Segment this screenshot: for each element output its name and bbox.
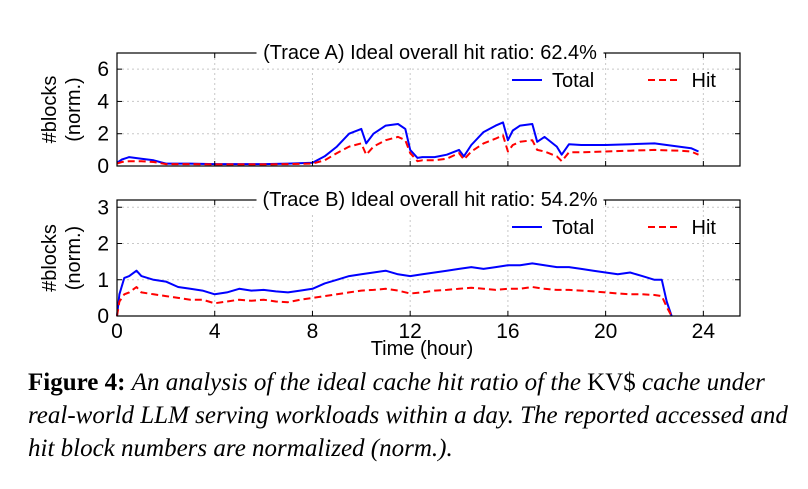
lines-trace-a [116, 121, 699, 166]
y-axis-label: (norm.) [63, 226, 85, 290]
y-tick-label: 3 [97, 196, 109, 219]
legend-trace-b: Total Hit [512, 217, 716, 239]
panel-trace-a: 0 2 4 6 #blocks (norm.) (Trace A) Ideal overa… [39, 39, 741, 178]
plot-frame [116, 52, 741, 167]
series-line-hit [116, 286, 673, 317]
figure-caption: Figure 4: An analysis of the ideal cache… [28, 366, 788, 465]
caption-text-1: An analysis of the ideal cache hit ratio… [131, 369, 581, 396]
x-tick-label: 0 [111, 320, 123, 343]
y-tick-label: 0 [97, 305, 109, 328]
chart-title: (Trace A) Ideal overall hit ratio: 62.4% [263, 42, 597, 64]
legend-label-total: Total [552, 217, 594, 239]
y-tick-label: 0 [97, 155, 109, 178]
grid-trace-a [116, 53, 740, 167]
x-tick-label: 8 [307, 320, 319, 343]
x-tick-label: 16 [496, 320, 519, 343]
x-tick-label: 24 [692, 320, 716, 343]
title-background [256, 186, 604, 212]
y-tick-label: 6 [97, 58, 109, 81]
legend-label-hit: Hit [692, 217, 717, 239]
y-tick-label: 2 [97, 233, 109, 256]
y-tick-label: 4 [97, 90, 109, 113]
plot-frame [116, 199, 741, 317]
y-tick-label: 2 [97, 123, 109, 146]
caption-label: Figure 4: [28, 369, 126, 396]
lines-trace-b [116, 262, 673, 317]
x-axis-tick-labels: 0 4 8 12 16 20 24 [111, 320, 715, 343]
series-line-hit [116, 134, 699, 166]
x-axis-label: Time (hour) [371, 338, 474, 360]
title-trace-b: (Trace B) Ideal overall hit ratio: 54.2% [256, 186, 604, 212]
axes-trace-b: 0 1 2 3 #blocks (norm.) [39, 196, 741, 328]
chart-title: (Trace B) Ideal overall hit ratio: 54.2% [263, 189, 598, 211]
series-line-total [116, 121, 699, 166]
legend-label-hit: Hit [692, 70, 717, 92]
y-tick-label: 1 [97, 269, 109, 292]
title-background [256, 39, 604, 65]
axes-trace-a: 0 2 4 6 #blocks (norm.) [39, 52, 741, 178]
x-tick-label: 12 [398, 320, 421, 343]
legend-label-total: Total [552, 70, 594, 92]
title-trace-a: (Trace A) Ideal overall hit ratio: 62.4% [256, 39, 604, 65]
series-line-total [116, 262, 673, 317]
caption-kv-symbol: KV$ [587, 369, 636, 396]
legend-trace-a: Total Hit [512, 70, 716, 92]
x-tick-label: 20 [594, 320, 617, 343]
x-tick-label: 4 [209, 320, 221, 343]
y-axis-label: #blocks [39, 76, 61, 144]
caption-text-2: cache under real-world LLM serving workl… [28, 369, 788, 462]
panel-trace-b: 0 1 2 3 #blocks (norm.) (Trace B) Ideal overa… [39, 186, 741, 328]
y-axis-label: (norm.) [63, 77, 85, 141]
y-axis-label: #blocks [39, 224, 61, 292]
grid-trace-b [116, 200, 740, 317]
